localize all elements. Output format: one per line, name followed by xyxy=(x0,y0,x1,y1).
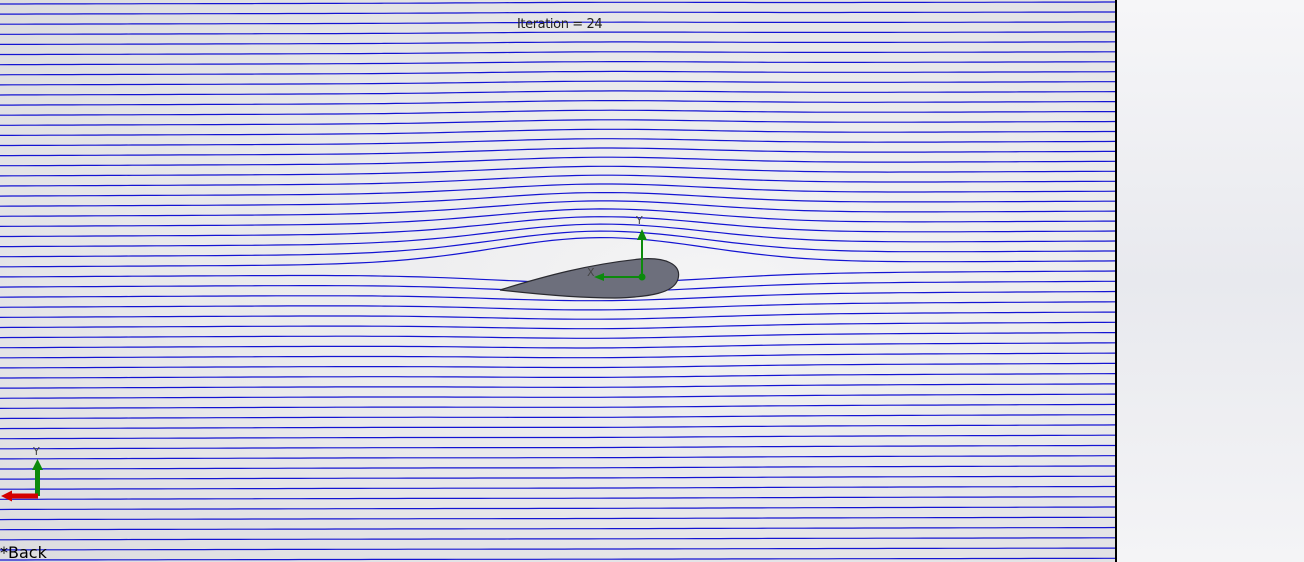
streamline xyxy=(0,90,1116,96)
streamline xyxy=(0,496,1116,500)
streamline xyxy=(0,208,1116,227)
streamline xyxy=(0,192,1116,207)
streamline xyxy=(0,223,1116,248)
streamline xyxy=(0,362,1116,369)
flow-streamlines-view: Y X Y xyxy=(0,1,1116,561)
view-y-label: Y xyxy=(32,445,40,458)
streamline xyxy=(0,41,1116,45)
streamline xyxy=(0,485,1116,490)
airfoil-section[interactable] xyxy=(499,258,680,299)
model-x-arrowhead xyxy=(594,273,604,281)
streamline xyxy=(0,526,1116,531)
streamline xyxy=(0,301,1116,311)
streamline xyxy=(0,537,1116,541)
streamline xyxy=(0,475,1116,480)
streamline xyxy=(0,352,1116,359)
view-y-arrowhead xyxy=(32,459,43,470)
streamline xyxy=(0,424,1116,430)
streamline xyxy=(0,200,1116,217)
streamline xyxy=(0,332,1116,339)
streamline xyxy=(0,547,1116,551)
streamlines-group xyxy=(0,1,1116,561)
streamline xyxy=(0,174,1116,187)
streamline xyxy=(0,183,1116,197)
model-origin-dot xyxy=(638,273,646,281)
streamline xyxy=(0,290,1116,302)
streamline xyxy=(0,165,1116,177)
streamline xyxy=(0,230,1116,258)
streamline xyxy=(0,236,1116,268)
streamline xyxy=(0,31,1116,35)
iteration-label: Iteration = 24 xyxy=(517,17,603,32)
streamline xyxy=(0,80,1116,86)
streamline xyxy=(0,11,1116,15)
streamline xyxy=(0,393,1116,399)
model-x-label: X xyxy=(587,266,595,279)
streamline xyxy=(0,455,1116,460)
streamline xyxy=(0,51,1116,56)
streamline xyxy=(0,414,1116,420)
streamline xyxy=(0,444,1116,450)
streamline xyxy=(0,109,1116,116)
streamline xyxy=(0,100,1116,106)
view-x-arrowhead xyxy=(1,490,12,502)
streamline xyxy=(0,128,1116,136)
view-y-axis xyxy=(35,468,40,496)
streamline xyxy=(0,434,1116,440)
model-y-label: Y xyxy=(635,214,643,227)
streamline xyxy=(0,70,1116,76)
streamline xyxy=(0,342,1116,349)
streamline xyxy=(0,61,1116,66)
streamline xyxy=(0,516,1116,521)
streamline xyxy=(0,138,1116,147)
streamline xyxy=(0,147,1116,157)
streamline xyxy=(0,156,1116,167)
task-pane-area[interactable] xyxy=(1117,0,1304,562)
streamline xyxy=(0,1,1116,5)
streamline xyxy=(0,506,1116,511)
model-origin-triad: Y X xyxy=(587,214,647,281)
streamline xyxy=(0,311,1116,320)
view-x-axis xyxy=(10,493,38,499)
streamline xyxy=(0,465,1116,470)
streamline xyxy=(0,403,1116,409)
view-orientation-triad[interactable]: Y xyxy=(1,445,43,502)
streamline xyxy=(0,216,1116,238)
streamline xyxy=(0,383,1116,389)
viewport-border xyxy=(1115,0,1117,562)
view-name-label: *Back xyxy=(0,543,47,562)
streamline xyxy=(0,321,1116,330)
streamline xyxy=(0,557,1116,561)
model-y-arrowhead xyxy=(637,229,647,240)
streamline xyxy=(0,373,1116,379)
streamline xyxy=(0,21,1116,25)
streamline xyxy=(0,119,1116,126)
